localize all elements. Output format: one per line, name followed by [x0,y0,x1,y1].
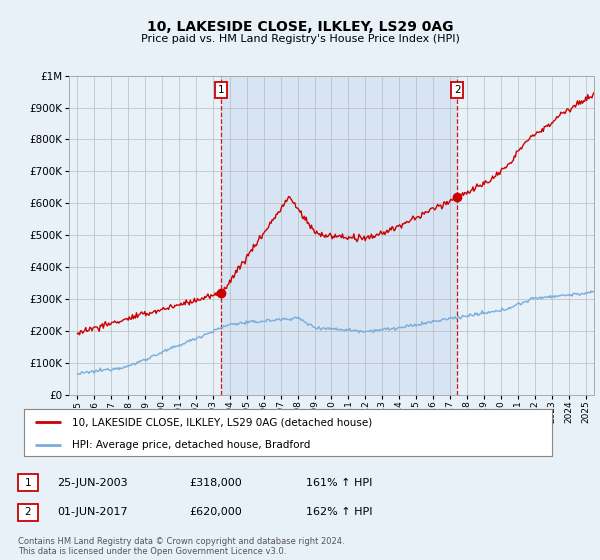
Text: HPI: Average price, detached house, Bradford: HPI: Average price, detached house, Brad… [71,440,310,450]
Text: Contains HM Land Registry data © Crown copyright and database right 2024.
This d: Contains HM Land Registry data © Crown c… [18,536,344,556]
Text: 2: 2 [25,507,31,517]
Text: 10, LAKESIDE CLOSE, ILKLEY, LS29 0AG (detached house): 10, LAKESIDE CLOSE, ILKLEY, LS29 0AG (de… [71,417,372,427]
Text: 1: 1 [25,478,31,488]
Text: Price paid vs. HM Land Registry's House Price Index (HPI): Price paid vs. HM Land Registry's House … [140,34,460,44]
Text: 2: 2 [454,85,460,95]
Text: 161% ↑ HPI: 161% ↑ HPI [306,478,373,488]
Text: 162% ↑ HPI: 162% ↑ HPI [306,507,373,517]
Bar [221,76,457,395]
Text: 25-JUN-2003: 25-JUN-2003 [57,478,128,488]
Text: 1: 1 [218,85,224,95]
Text: 01-JUN-2017: 01-JUN-2017 [57,507,128,517]
Text: 10, LAKESIDE CLOSE, ILKLEY, LS29 0AG: 10, LAKESIDE CLOSE, ILKLEY, LS29 0AG [147,20,453,34]
Text: £620,000: £620,000 [189,507,242,517]
Text: £318,000: £318,000 [189,478,242,488]
